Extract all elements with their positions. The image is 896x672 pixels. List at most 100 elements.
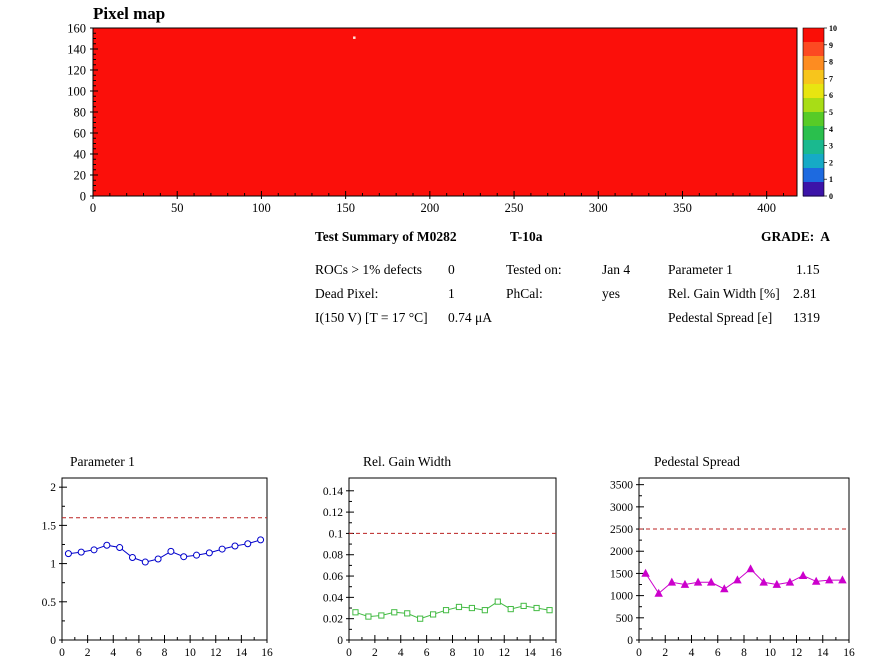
svg-text:100: 100 [67, 85, 86, 99]
chart-pedestal-spread: 0 500 1000 1500 2000 2500 3000 3500 0 2 4 6 8 10 12 14 1… [610, 477, 855, 659]
svg-text:2500: 2500 [610, 524, 633, 536]
summary-value: 0 [448, 262, 455, 277]
grade-badge: GRADE: A [761, 229, 831, 244]
svg-text:0.14: 0.14 [323, 486, 343, 498]
svg-text:0: 0 [59, 647, 65, 659]
chart-title-parameter1: Parameter 1 [70, 454, 135, 469]
svg-text:2: 2 [50, 482, 56, 494]
svg-text:4: 4 [398, 647, 404, 659]
pixel-map-plot: 0 50 100 150 200 250 300 350 4000204060801001201… [67, 22, 837, 216]
svg-text:4: 4 [829, 125, 833, 134]
svg-text:2: 2 [85, 647, 91, 659]
svg-text:1500: 1500 [610, 568, 633, 580]
svg-text:0: 0 [346, 647, 352, 659]
module-type: T-10a [510, 229, 543, 244]
svg-text:0: 0 [636, 647, 642, 659]
svg-text:0: 0 [90, 201, 96, 215]
chart-rel-gain-width: 0 0.02 0.04 0.06 0.08 0.1 0.12 0.14 0 2 4 6 8 10 12 14 1… [323, 477, 562, 659]
summary-title: Test Summary of M0282 [315, 229, 457, 244]
summary-label: Parameter 1 [668, 262, 733, 277]
svg-text:12: 12 [791, 647, 803, 659]
svg-text:0: 0 [627, 635, 633, 647]
summary-label: Pedestal Spread [e] [668, 310, 773, 325]
svg-text:16: 16 [261, 647, 273, 659]
svg-text:8: 8 [741, 647, 747, 659]
svg-text:14: 14 [236, 647, 248, 659]
svg-text:0.02: 0.02 [323, 614, 343, 626]
summary-value: yes [602, 286, 620, 301]
svg-text:6: 6 [715, 647, 721, 659]
svg-text:40: 40 [74, 148, 87, 162]
summary-label: ROCs > 1% defects [315, 262, 422, 277]
svg-text:8: 8 [829, 58, 833, 67]
svg-text:0.06: 0.06 [323, 571, 343, 583]
summary-value: 0.74 μA [448, 310, 492, 325]
svg-text:2: 2 [662, 647, 668, 659]
svg-text:3: 3 [829, 142, 833, 151]
svg-text:80: 80 [74, 106, 87, 120]
svg-text:6: 6 [136, 647, 142, 659]
svg-text:1: 1 [829, 175, 833, 184]
chart-title-pedestal-spread: Pedestal Spread [654, 454, 740, 469]
svg-text:10: 10 [184, 647, 196, 659]
svg-text:0.12: 0.12 [323, 507, 343, 519]
svg-text:50: 50 [171, 201, 184, 215]
svg-text:14: 14 [817, 647, 829, 659]
svg-text:12: 12 [210, 647, 222, 659]
summary-value: Jan 4 [602, 262, 631, 277]
svg-text:0.1: 0.1 [329, 528, 344, 540]
svg-text:1: 1 [50, 559, 56, 571]
svg-text:0: 0 [50, 635, 56, 647]
svg-text:200: 200 [420, 201, 439, 215]
summary-label: Rel. Gain Width [%] [668, 286, 780, 301]
svg-text:100: 100 [252, 201, 271, 215]
svg-text:20: 20 [74, 169, 87, 183]
svg-text:400: 400 [757, 201, 776, 215]
svg-text:140: 140 [67, 43, 86, 57]
svg-text:2: 2 [829, 158, 833, 167]
svg-text:500: 500 [616, 613, 634, 625]
svg-text:8: 8 [162, 647, 168, 659]
svg-text:300: 300 [589, 201, 608, 215]
summary-value: 1.15 [796, 262, 820, 277]
summary-label: I(150 V) [T = 17 °C] [315, 310, 428, 325]
svg-text:0: 0 [829, 192, 833, 201]
svg-text:1.5: 1.5 [42, 520, 57, 532]
summary-label: PhCal: [506, 286, 543, 301]
svg-text:7: 7 [829, 74, 833, 83]
svg-text:160: 160 [67, 22, 86, 36]
summary-value: 2.81 [793, 286, 817, 301]
svg-text:4: 4 [689, 647, 695, 659]
chart-parameter1: 0 0.5 1 1.5 2 0 2 4 6 8 10 12 14 16 [42, 477, 273, 659]
svg-text:16: 16 [550, 647, 562, 659]
summary-value: 1319 [793, 310, 820, 325]
svg-text:6: 6 [829, 91, 833, 100]
svg-text:8: 8 [450, 647, 456, 659]
svg-text:2: 2 [372, 647, 378, 659]
svg-text:0.08: 0.08 [323, 550, 343, 562]
svg-text:6: 6 [424, 647, 430, 659]
svg-text:350: 350 [673, 201, 692, 215]
pixelmap-title: Pixel map [93, 4, 166, 23]
svg-text:150: 150 [336, 201, 355, 215]
svg-text:12: 12 [499, 647, 511, 659]
svg-text:0.04: 0.04 [323, 592, 343, 604]
svg-text:4: 4 [110, 647, 116, 659]
svg-text:9: 9 [829, 41, 833, 50]
summary-value: 1 [448, 286, 455, 301]
svg-text:0: 0 [80, 190, 86, 204]
chart-title-rel-gain-width: Rel. Gain Width [363, 454, 452, 469]
summary-label: Dead Pixel: [315, 286, 379, 301]
svg-text:60: 60 [74, 127, 87, 141]
test-summary: Test Summary of M0282 T-10a GRADE: A ROC… [0, 229, 896, 339]
svg-text:10: 10 [765, 647, 777, 659]
svg-text:0: 0 [337, 635, 343, 647]
svg-text:3500: 3500 [610, 480, 633, 492]
svg-text:10: 10 [473, 647, 485, 659]
svg-text:2000: 2000 [610, 546, 633, 558]
svg-text:10: 10 [829, 24, 837, 33]
svg-text:120: 120 [67, 64, 86, 78]
svg-text:1000: 1000 [610, 591, 633, 603]
svg-text:0.5: 0.5 [42, 597, 57, 609]
